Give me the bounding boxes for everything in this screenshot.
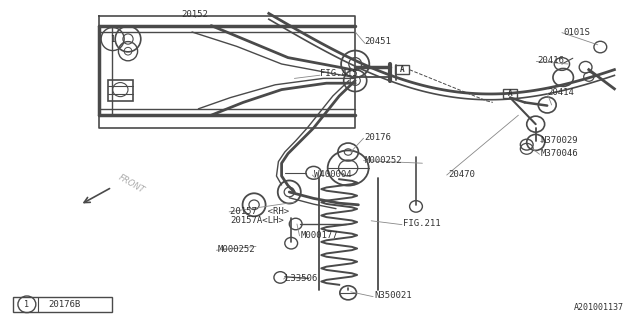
Text: 20152: 20152 (182, 10, 209, 19)
Bar (108, 80, 133, 101)
Text: 20157  <RH>: 20157 <RH> (230, 207, 289, 216)
Text: 0101S: 0101S (563, 28, 590, 36)
Text: FIG.211: FIG.211 (403, 220, 441, 228)
Text: 20176: 20176 (365, 133, 392, 142)
Text: A: A (399, 65, 404, 74)
Text: 1: 1 (24, 300, 29, 309)
Text: M000252: M000252 (218, 245, 255, 254)
Text: 20470: 20470 (448, 170, 475, 179)
Text: 20176B: 20176B (48, 300, 80, 309)
Text: L33506: L33506 (285, 274, 317, 283)
Text: A201001137: A201001137 (574, 303, 624, 312)
Bar (395, 65, 409, 74)
Text: M000252: M000252 (365, 156, 403, 164)
Text: N350021: N350021 (374, 292, 412, 300)
Bar (503, 89, 517, 98)
Text: A: A (508, 89, 513, 98)
Text: 1: 1 (110, 35, 115, 44)
Text: FIG.415: FIG.415 (320, 69, 358, 78)
Text: W400004: W400004 (314, 170, 351, 179)
Text: 20416: 20416 (538, 56, 564, 65)
Text: N370029: N370029 (541, 136, 579, 145)
Text: M370046: M370046 (541, 149, 579, 158)
Text: 20414: 20414 (547, 88, 574, 97)
Text: FRONT: FRONT (117, 173, 147, 195)
Text: 20451: 20451 (365, 37, 392, 46)
Text: M000177: M000177 (301, 231, 339, 240)
Text: 20157A<LH>: 20157A<LH> (230, 216, 284, 225)
